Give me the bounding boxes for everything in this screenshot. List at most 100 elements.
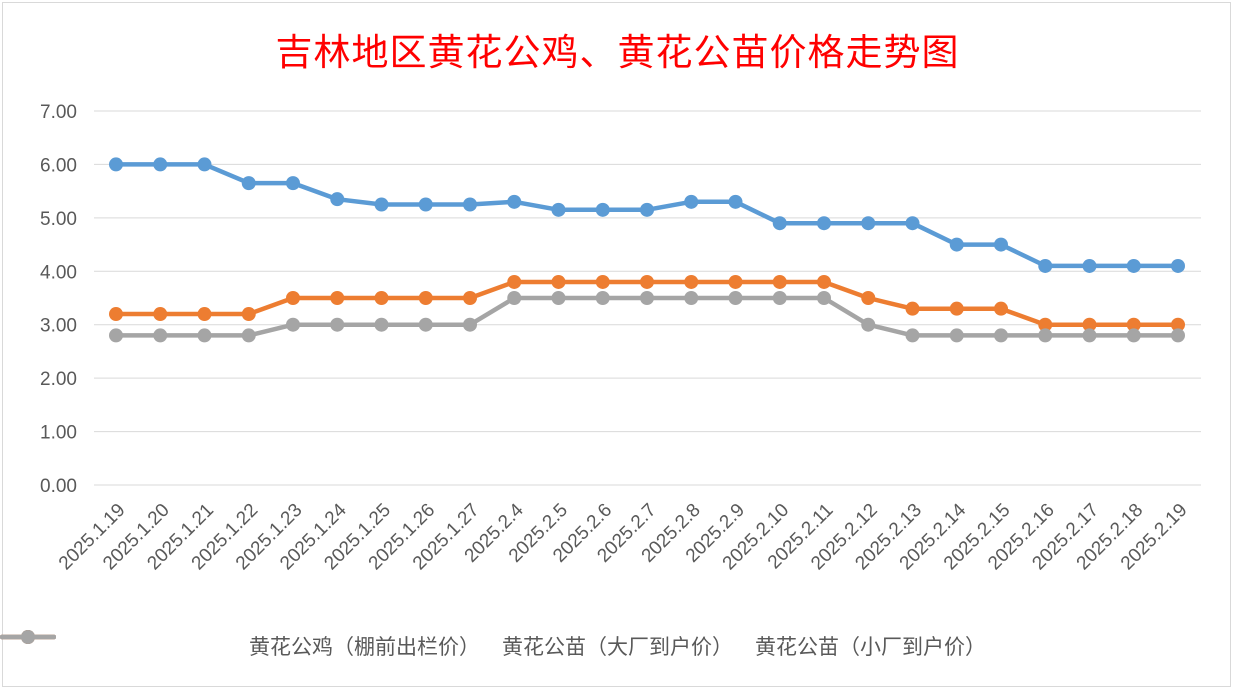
x-axis-labels: 2025.1.192025.1.202025.1.212025.1.222025… [55,499,1192,574]
data-point [595,291,610,305]
data-point [728,194,743,209]
data-point [330,291,345,305]
y-tick-label: 6.00 [40,155,77,176]
data-point [772,216,787,231]
y-tick-label: 5.00 [40,209,77,230]
data-point [994,301,1008,316]
data-point [551,274,566,289]
data-point [1038,317,1053,332]
data-point [1126,317,1141,332]
data-point [728,274,743,289]
data-point [640,202,654,217]
data-point [772,291,787,305]
data-point [197,328,212,343]
y-tick-label: 4.00 [40,262,77,283]
data-point [463,291,477,305]
y-axis-labels: 0.00 1.00 2.00 3.00 4.00 5.00 6.00 7.00 [40,102,77,497]
data-point [949,237,964,252]
chart-legend: 黄花公鸡（棚前出栏价） 黄花公苗（大厂到户价） 黄花公苗（小厂到户价） [0,626,1235,666]
data-point [418,291,433,305]
series-2 [109,274,1185,332]
data-point [153,328,168,343]
data-point [374,317,389,332]
data-point [1171,317,1185,332]
data-point [817,291,831,305]
data-point [241,328,256,343]
y-tick-label: 0.00 [40,476,77,497]
data-point [241,307,256,322]
data-point [861,216,876,231]
data-point [728,291,743,305]
data-point [507,291,522,305]
data-point [1038,328,1053,343]
data-point [640,274,654,289]
data-point [1038,258,1053,273]
data-point [374,197,389,212]
data-point [109,157,123,172]
data-point [684,291,699,305]
data-point [374,291,389,305]
data-point [286,176,300,191]
data-point [1171,328,1185,343]
data-point [418,317,433,332]
legend-label: 黄花公苗（小厂到户价） [755,635,986,659]
data-point [684,274,699,289]
data-point [684,194,699,209]
data-point [905,301,920,316]
legend-label: 黄花公鸡（棚前出栏价） [249,635,480,659]
data-point [905,328,920,343]
chart-title: 吉林地区黄花公鸡、黄花公苗价格走势图 [275,31,960,74]
legend-item: 黄花公苗（大厂到户价） [0,630,733,661]
data-point [1082,258,1097,273]
data-point [905,216,920,231]
data-point [1082,317,1097,332]
data-point [817,274,831,289]
series-3 [109,291,1185,343]
data-point [330,192,345,207]
y-tick-label: 2.00 [40,369,77,390]
y-tick-label: 1.00 [40,423,77,444]
data-point [286,317,300,332]
gridlines [94,110,1201,486]
data-point [595,274,610,289]
data-point [861,317,876,332]
data-point [286,291,300,305]
data-point [197,307,212,322]
data-point [994,237,1008,252]
data-point [640,291,654,305]
data-point [949,301,964,316]
data-point [153,307,168,322]
data-point [949,328,964,343]
data-point [994,328,1008,343]
data-point [1126,328,1141,343]
y-tick-label: 7.00 [40,102,77,123]
data-point [418,197,433,212]
data-point [507,194,522,209]
series-1 [109,157,1185,273]
data-point [551,202,566,217]
data-point [109,328,123,343]
data-point [1082,328,1097,343]
data-point [772,274,787,289]
legend-label: 黄花公苗（大厂到户价） [502,635,733,659]
legend-swatch [0,630,56,644]
data-point [595,202,610,217]
legend-item: 黄花公苗（小厂到户价） [0,630,986,661]
series-group [109,157,1185,343]
data-point [1126,258,1141,273]
data-point [861,291,876,305]
legend-item: 黄花公鸡（棚前出栏价） [0,630,480,661]
data-point [153,157,168,172]
data-point [1171,258,1185,273]
data-point [463,197,477,212]
data-point [551,291,566,305]
data-point [109,307,123,322]
data-point [197,157,212,172]
data-point [241,176,256,191]
data-point [330,317,345,332]
data-point [817,216,831,231]
data-point [507,274,522,289]
y-tick-label: 3.00 [40,316,77,337]
